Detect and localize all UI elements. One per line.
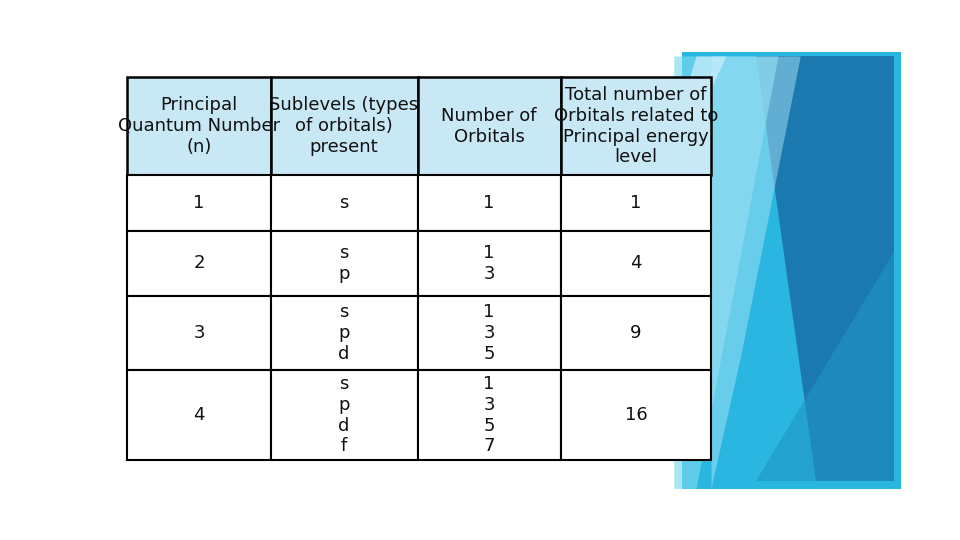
Bar (418, 175, 561, 231)
Polygon shape (756, 57, 894, 481)
Text: Sublevels (types
of orbitals)
present: Sublevels (types of orbitals) present (270, 96, 419, 156)
Bar (418, 370, 561, 460)
Text: 9: 9 (631, 324, 642, 342)
Text: 1: 1 (193, 194, 204, 212)
Bar (271, 231, 418, 295)
Bar (128, 231, 271, 295)
Text: 2: 2 (193, 254, 204, 272)
Bar (271, 370, 418, 460)
Bar (418, 231, 561, 295)
Bar (561, 175, 711, 231)
Bar (418, 295, 561, 370)
Polygon shape (674, 57, 779, 489)
Text: 3: 3 (193, 324, 204, 342)
Text: 1
3
5
7: 1 3 5 7 (483, 375, 494, 455)
Text: 1
3
5: 1 3 5 (483, 303, 494, 363)
Text: s
p
d: s p d (338, 303, 349, 363)
Bar (128, 295, 271, 370)
Text: s: s (339, 194, 348, 212)
Text: 1
3: 1 3 (483, 244, 494, 283)
Polygon shape (711, 57, 801, 489)
Polygon shape (674, 57, 727, 168)
Text: s
p
d
f: s p d f (338, 375, 349, 455)
Bar (128, 175, 271, 231)
Bar (128, 77, 271, 175)
Bar (561, 231, 711, 295)
Bar (418, 77, 561, 175)
Bar (682, 52, 901, 489)
Text: 16: 16 (625, 406, 647, 424)
Bar (271, 295, 418, 370)
Text: 4: 4 (193, 406, 204, 424)
Polygon shape (756, 252, 894, 481)
Bar (271, 175, 418, 231)
Bar (561, 370, 711, 460)
Bar (561, 295, 711, 370)
Bar (128, 370, 271, 460)
Text: Total number of
Orbitals related to
Principal energy
level: Total number of Orbitals related to Prin… (554, 86, 718, 166)
Text: Principal
Quantum Number
(n): Principal Quantum Number (n) (118, 96, 280, 156)
Text: 1: 1 (484, 194, 494, 212)
Text: 4: 4 (631, 254, 642, 272)
Bar (271, 77, 418, 175)
Bar (561, 77, 711, 175)
Text: 1: 1 (631, 194, 641, 212)
Text: Number of
Orbitals: Number of Orbitals (442, 107, 537, 146)
Text: s
p: s p (338, 244, 349, 283)
